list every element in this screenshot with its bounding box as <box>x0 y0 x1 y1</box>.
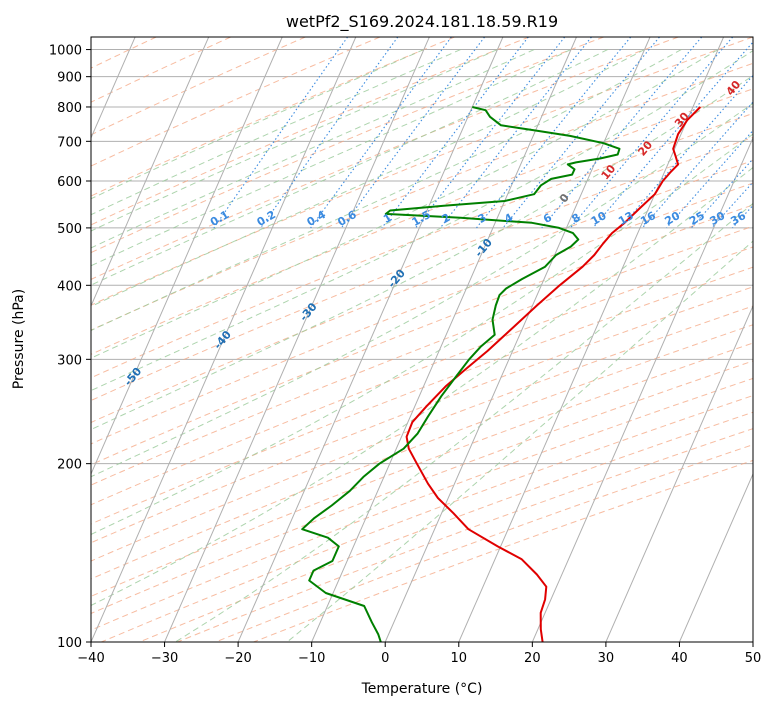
y-axis-label: Pressure (hPa) <box>11 289 27 389</box>
dry-adiabat <box>91 112 753 379</box>
moist-adiabat <box>91 102 753 478</box>
moist-adiabat <box>91 49 425 200</box>
dry-adiabat <box>101 395 753 642</box>
dry-adiabat <box>91 377 753 631</box>
mixing-ratio-line <box>340 37 486 229</box>
dry-adiabat <box>91 204 753 466</box>
y-tick-label: 800 <box>57 101 82 116</box>
isotherm-line <box>311 37 577 642</box>
moist-adiabat <box>91 49 535 249</box>
y-axis: 100 200 300 400 500 600 700 800 900 1000 <box>49 44 91 651</box>
y-tick-label: 600 <box>57 175 82 190</box>
dewpoint-profile <box>301 106 621 642</box>
x-tick-label: 30 <box>598 651 615 666</box>
moist-adiabat <box>91 49 719 359</box>
isotherm-line <box>91 37 357 642</box>
isotherm-line <box>237 37 504 642</box>
temperature-profile <box>405 106 702 642</box>
mixing-ratio-line <box>260 37 399 229</box>
y-tick-label: 100 <box>57 636 82 651</box>
moist-adiabat <box>91 49 498 232</box>
y-tick-label: 1000 <box>49 44 82 59</box>
isotherm-line <box>458 37 725 642</box>
moist-adiabat <box>91 49 682 331</box>
moist-adiabat <box>91 75 753 431</box>
y-tick-label: 400 <box>57 279 82 294</box>
x-tick-label: 0 <box>381 651 389 666</box>
dry-adiabat <box>91 286 753 544</box>
dry-adiabat <box>91 62 753 331</box>
mixing-ratio-line <box>711 181 753 229</box>
mixing-ratio-line <box>541 37 703 229</box>
x-tick-label: 10 <box>451 651 468 666</box>
moist-adiabat <box>91 133 753 536</box>
x-axis: −40 −30 −20 −10 0 10 20 30 40 50 <box>77 642 761 666</box>
isotherm-line <box>605 304 753 642</box>
y-tick-label: 200 <box>57 458 82 473</box>
x-tick-label: 50 <box>745 651 762 666</box>
dry-adiabat <box>91 342 753 597</box>
x-tick-label: −20 <box>224 651 251 666</box>
mixing-ratio-line <box>502 37 660 229</box>
isotherm-line <box>91 37 210 308</box>
moist-adiabat <box>91 49 645 308</box>
dry-adiabat <box>91 136 753 402</box>
dry-adiabat <box>91 37 753 306</box>
dry-adiabat <box>91 37 231 103</box>
isotherm-line <box>384 37 651 642</box>
plot-area: -100-90-80-70-60-50-40-30-20-100.10.20.4… <box>91 37 753 642</box>
isotherm-line <box>91 37 283 476</box>
moist-adiabat <box>91 49 461 216</box>
dry-adiabat <box>91 159 753 424</box>
isotherm-line <box>164 37 430 642</box>
moist-adiabat <box>286 240 753 642</box>
dry-adiabat <box>91 37 306 136</box>
isotherm-line <box>531 136 753 642</box>
dry-adiabat <box>91 324 753 580</box>
mixing-ratio-line <box>476 37 632 229</box>
dry-adiabat <box>91 37 530 226</box>
chart-title: wetPf2_S169.2024.181.18.59.R19 <box>286 12 558 32</box>
x-tick-label: −10 <box>298 651 325 666</box>
x-tick-label: 20 <box>524 651 541 666</box>
x-tick-label: −30 <box>151 651 178 666</box>
dry-adiabat <box>91 88 753 355</box>
dry-adiabat <box>91 225 753 486</box>
x-tick-label: 40 <box>671 651 688 666</box>
x-axis-label: Temperature (°C) <box>361 681 483 697</box>
y-tick-label: 900 <box>57 71 82 86</box>
mixing-ratio-line <box>310 37 452 229</box>
plot-frame <box>90 36 754 643</box>
y-tick-label: 500 <box>57 222 82 237</box>
mixing-ratio-line <box>439 37 592 229</box>
mixing-ratio-line <box>641 101 753 229</box>
moist-adiabat <box>175 202 753 642</box>
y-tick-label: 300 <box>57 353 82 368</box>
isotherm-line <box>678 472 753 642</box>
y-tick-label: 700 <box>57 135 82 150</box>
mixing-ratio-line <box>619 74 753 229</box>
x-tick-label: −40 <box>77 651 104 666</box>
dry-adiabat <box>91 266 753 525</box>
mixing-ratio-line <box>213 37 349 229</box>
